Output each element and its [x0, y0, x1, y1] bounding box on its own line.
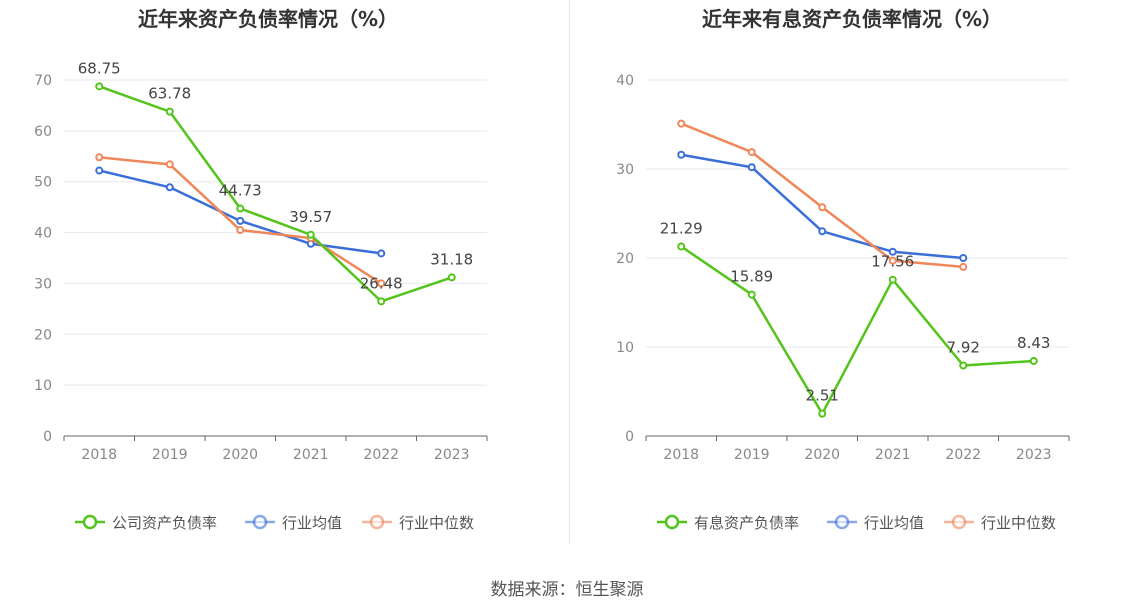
data-label: 15.89	[730, 268, 773, 286]
legend-label: 有息资产负债率	[694, 514, 799, 532]
legend-marker-icon	[951, 514, 967, 530]
y-tick-label: 40	[34, 226, 52, 242]
y-tick-label: 30	[616, 162, 634, 178]
data-point	[306, 230, 315, 239]
data-label: 21.29	[660, 220, 703, 238]
y-tick-label: 10	[616, 340, 634, 356]
interest-bearing-liability-ratio-chart: 近年来有息资产负债率情况（%） 0 10 20 30 40 2018 2019 2020 2021…	[616, 7, 1070, 532]
x-tick-label: 2019	[152, 447, 188, 463]
x-tick-label: 2020	[222, 447, 258, 463]
data-label: 39.57	[289, 208, 332, 226]
data-point	[95, 82, 104, 91]
legend-label: 行业均值	[864, 514, 924, 532]
chart-divider	[569, 0, 570, 545]
chart-title: 近年来有息资产负债率情况（%）	[702, 7, 1002, 31]
y-tick-label: 10	[34, 378, 52, 394]
data-point	[888, 275, 897, 284]
series-line-0	[98, 85, 453, 303]
data-point	[377, 297, 386, 306]
y-tick-label: 60	[34, 124, 52, 140]
data-point	[165, 183, 174, 192]
series-line-0	[680, 245, 1034, 415]
data-label: 31.18	[430, 250, 473, 268]
data-point	[677, 242, 686, 251]
legend-marker-icon	[834, 514, 850, 530]
data-point	[236, 204, 245, 213]
data-source-note: 数据来源：恒生聚源	[490, 580, 644, 600]
data-point	[959, 361, 968, 370]
legend-marker-icon	[369, 514, 385, 530]
data-point	[747, 290, 756, 299]
legend-marker-icon	[664, 514, 680, 530]
data-label: 44.73	[219, 182, 262, 200]
data-point	[677, 119, 686, 128]
data-point	[959, 254, 968, 262]
x-tick-label: 2021	[293, 447, 329, 463]
data-point	[377, 279, 386, 288]
legend-item-0: 有息资产负债率	[657, 514, 799, 532]
y-tick-label: 0	[43, 429, 52, 445]
data-label: 17.56	[871, 253, 914, 271]
legend-marker-icon	[252, 514, 268, 530]
legend-marker-icon	[82, 514, 98, 530]
data-point	[95, 166, 104, 175]
x-tick-label: 2020	[804, 447, 840, 463]
data-point	[818, 409, 827, 418]
chart-title: 近年来资产负债率情况（%）	[138, 7, 398, 31]
legend-item-1: 行业均值	[827, 514, 924, 532]
x-tick-label: 2023	[1016, 447, 1052, 463]
data-point	[888, 247, 897, 256]
data-point	[236, 226, 245, 235]
data-point	[236, 216, 245, 225]
x-tick-label: 2018	[663, 447, 699, 463]
legend-item-0: 公司资产负债率	[75, 514, 217, 532]
data-point	[747, 163, 756, 172]
data-label: 7.92	[947, 339, 980, 357]
data-point	[95, 153, 104, 162]
x-tick-label: 2023	[434, 447, 470, 463]
x-tick-label: 2021	[875, 447, 911, 463]
legend-label: 行业中位数	[981, 514, 1056, 532]
legend-label: 行业中位数	[399, 514, 474, 532]
legend-item-2: 行业中位数	[362, 514, 474, 532]
y-tick-label: 20	[616, 251, 634, 267]
x-tick-label: 2022	[363, 447, 399, 463]
x-tick-label: 2018	[81, 447, 117, 463]
data-label: 8.43	[1017, 334, 1050, 352]
data-point	[165, 107, 174, 116]
y-tick-label: 70	[34, 73, 52, 89]
data-point	[677, 150, 686, 159]
x-tick-label: 2022	[945, 447, 981, 463]
data-point	[818, 203, 827, 212]
y-tick-label: 0	[625, 429, 634, 445]
asset-liability-ratio-chart: 近年来资产负债率情况（%） 0 10 20 30 40 50 60 70 2018 2019 2020…	[34, 7, 488, 532]
legend-label: 行业均值	[282, 514, 342, 532]
data-label: 26.48	[360, 274, 403, 292]
data-point	[818, 227, 827, 236]
data-label: 63.78	[148, 85, 191, 103]
data-point	[1029, 356, 1038, 365]
data-label: 2.51	[806, 387, 839, 405]
y-tick-label: 30	[34, 276, 52, 292]
y-tick-label: 20	[34, 327, 52, 343]
y-tick-label: 40	[616, 73, 634, 89]
data-point	[377, 249, 386, 258]
legend-label: 公司资产负债率	[112, 514, 217, 532]
series-line-2	[680, 122, 964, 269]
data-point	[165, 160, 174, 169]
data-label: 68.75	[78, 59, 121, 77]
x-tick-label: 2019	[734, 447, 770, 463]
y-tick-label: 50	[34, 175, 52, 191]
legend-item-1: 行业均值	[245, 514, 342, 532]
data-point	[447, 273, 456, 282]
legend-item-2: 行业中位数	[944, 514, 1056, 532]
data-point	[959, 262, 968, 271]
data-point	[888, 256, 897, 265]
data-point	[747, 148, 756, 157]
